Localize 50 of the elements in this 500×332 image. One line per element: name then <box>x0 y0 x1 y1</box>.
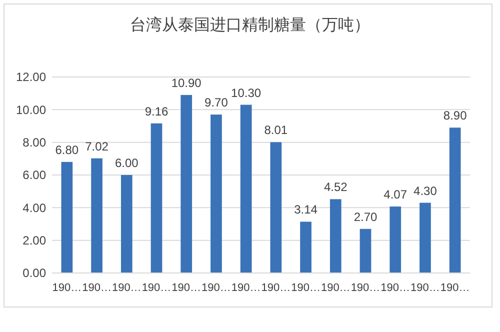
x-tick-label: 190… <box>350 282 380 294</box>
y-tick-label: 12.00 <box>16 70 46 84</box>
data-label: 3.14 <box>294 202 318 217</box>
data-label: 7.02 <box>85 139 109 154</box>
bar <box>91 158 102 273</box>
chart-title: 台湾从泰国进口精制糖量（万吨） <box>130 16 370 34</box>
bar <box>150 123 162 273</box>
x-tick-label: 190… <box>320 282 350 294</box>
y-tick-label: 8.00 <box>22 136 46 150</box>
data-label: 8.01 <box>264 123 288 138</box>
x-tick-label: 190… <box>82 282 112 294</box>
bar <box>210 114 222 273</box>
data-label: 10.90 <box>171 76 202 90</box>
bar <box>390 206 402 273</box>
x-tick-label: 190… <box>112 282 142 294</box>
x-tick-label: 190… <box>440 282 470 294</box>
x-tick-label: 190… <box>261 282 291 294</box>
y-tick-label: 10.00 <box>16 102 46 117</box>
bar <box>330 199 342 273</box>
bar <box>420 202 431 273</box>
data-label: 8.90 <box>443 108 468 123</box>
data-label: 4.07 <box>384 188 408 202</box>
x-tick-label: 190… <box>291 282 320 294</box>
data-label: 9.70 <box>204 96 228 110</box>
y-tick-label: 0.00 <box>22 266 46 280</box>
data-label: 6.80 <box>55 142 79 157</box>
x-tick-label: 190… <box>410 282 440 294</box>
x-tick-label: 190… <box>231 282 261 294</box>
data-label: 10.30 <box>231 86 262 100</box>
bar <box>61 162 73 273</box>
bar <box>270 142 282 273</box>
y-tick-label: 6.00 <box>22 168 46 182</box>
bar <box>300 222 312 273</box>
bar <box>360 228 372 273</box>
bar <box>180 94 192 273</box>
bar <box>240 104 252 273</box>
y-tick-label: 4.00 <box>22 200 46 215</box>
bar <box>120 175 132 273</box>
y-tick-label: 2.00 <box>22 234 46 248</box>
x-tick-label: 190… <box>202 282 231 294</box>
data-label: 6.00 <box>114 156 139 170</box>
data-label: 4.30 <box>414 184 438 198</box>
x-tick-label: 190… <box>52 282 82 294</box>
data-label: 9.16 <box>144 104 168 118</box>
data-label: 4.52 <box>324 180 348 194</box>
bar <box>449 128 461 273</box>
x-tick-label: 190… <box>172 282 202 294</box>
data-label: 2.70 <box>354 210 378 224</box>
x-tick-label: 190… <box>142 282 172 294</box>
x-tick-label: 190… <box>380 282 410 294</box>
